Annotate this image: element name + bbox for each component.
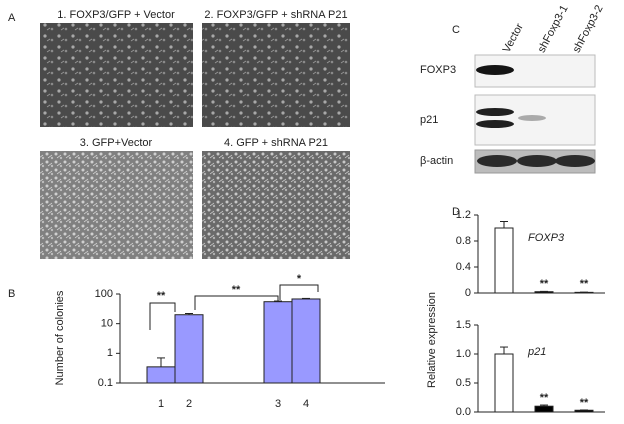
chart-title: p21 bbox=[527, 346, 546, 358]
x-tick-label: 4 bbox=[303, 398, 309, 410]
bar bbox=[534, 291, 554, 294]
annotation: ** bbox=[540, 278, 549, 290]
annotation: ** bbox=[580, 278, 589, 290]
y-tick-label: 0.8 bbox=[456, 235, 471, 247]
panel-label: B bbox=[8, 288, 15, 300]
x-tick-label: 3 bbox=[275, 398, 281, 410]
annotation: * bbox=[297, 273, 302, 285]
y-tick-label: 0.0 bbox=[456, 406, 471, 418]
y-axis-label: Relative expression bbox=[426, 292, 438, 388]
row-label: FOXP3 bbox=[420, 64, 456, 76]
annotation: ** bbox=[540, 392, 549, 404]
annotation: ** bbox=[580, 397, 589, 409]
bar bbox=[291, 298, 321, 384]
band bbox=[477, 155, 517, 167]
y-tick-label: 10 bbox=[101, 318, 113, 330]
band bbox=[518, 115, 546, 121]
bar bbox=[494, 353, 514, 413]
bar bbox=[174, 314, 204, 384]
bar bbox=[494, 227, 514, 294]
bar bbox=[534, 405, 554, 413]
band bbox=[517, 155, 557, 167]
chart-title: FOXP3 bbox=[528, 232, 565, 244]
annotation: ** bbox=[232, 284, 241, 296]
bar bbox=[263, 301, 293, 384]
band bbox=[555, 155, 595, 167]
row-label: p21 bbox=[420, 114, 438, 126]
panel-label: D bbox=[452, 206, 460, 218]
panel-label: A bbox=[8, 12, 16, 24]
y-tick-label: 0.4 bbox=[456, 261, 471, 273]
band bbox=[476, 108, 514, 116]
lane-label: Vector bbox=[501, 21, 526, 54]
image-caption: 1. FOXP3/GFP + Vector bbox=[57, 9, 175, 21]
micrograph bbox=[40, 23, 193, 127]
band bbox=[476, 65, 514, 75]
y-tick-label: 100 bbox=[95, 288, 113, 300]
panel-label: C bbox=[452, 24, 460, 36]
y-tick-label: 1.5 bbox=[456, 319, 471, 331]
band bbox=[476, 120, 514, 128]
blot: Vector shFoxp3-1 shFoxp3-2 FOXP3 p21 β-a… bbox=[420, 3, 606, 174]
bar bbox=[574, 409, 594, 413]
y-tick-label: 1.2 bbox=[456, 209, 471, 221]
x-tick-label: 2 bbox=[186, 398, 192, 410]
y-tick-label: 0.5 bbox=[456, 377, 471, 389]
image-caption: 4. GFP + shRNA P21 bbox=[224, 137, 328, 149]
lane-label: shFoxp3-1 bbox=[536, 3, 571, 55]
y-tick-label: 1.0 bbox=[456, 348, 471, 360]
row-label: β-actin bbox=[420, 155, 453, 167]
y-axis-label: Number of colonies bbox=[54, 290, 66, 385]
micrograph bbox=[40, 151, 193, 259]
lane-label: shFoxp3-2 bbox=[571, 3, 606, 55]
y-tick-label: 0.1 bbox=[98, 377, 113, 389]
micrograph bbox=[202, 23, 350, 127]
y-tick-label: 1 bbox=[107, 347, 113, 359]
image-caption: 2. FOXP3/GFP + shRNA P21 bbox=[204, 9, 347, 21]
significance-brackets bbox=[149, 284, 319, 330]
micrograph bbox=[202, 151, 350, 259]
x-tick-label: 1 bbox=[158, 398, 164, 410]
y-tick-label: 0 bbox=[465, 287, 471, 299]
bar bbox=[146, 366, 176, 384]
annotation: ** bbox=[157, 290, 166, 302]
image-caption: 3. GFP+Vector bbox=[80, 137, 153, 149]
